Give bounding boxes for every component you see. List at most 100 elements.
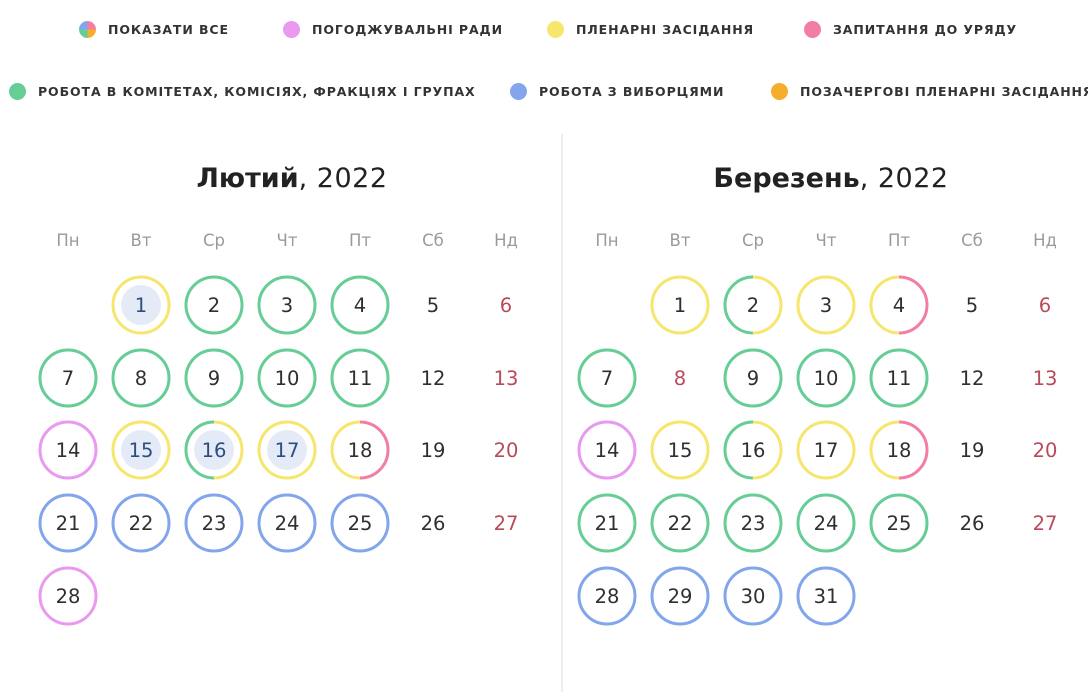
legend-council[interactable]: Погоджувальні ради	[283, 17, 503, 41]
day-number: 16	[201, 438, 227, 462]
calendar-day[interactable]: 1	[111, 275, 171, 335]
event-ring-icon	[869, 275, 929, 335]
calendar-day[interactable]: 7	[577, 348, 637, 408]
day-number: 6	[499, 293, 513, 317]
event-ring-icon	[111, 493, 171, 553]
ring-segment	[650, 493, 710, 553]
calendar-day[interactable]: 3	[796, 275, 856, 335]
calendar-day[interactable]: 16	[184, 420, 244, 480]
calendar-day[interactable]: 14	[38, 420, 98, 480]
legend-voters[interactable]: Робота з виборцями	[510, 79, 724, 103]
calendar-day[interactable]: 17	[257, 420, 317, 480]
day-number: 11	[347, 366, 373, 390]
legend-label: Погоджувальні ради	[312, 21, 503, 37]
calendar-day[interactable]: 24	[257, 493, 317, 553]
event-ring-icon	[330, 348, 390, 408]
calendar-day[interactable]: 9	[184, 348, 244, 408]
calendar-day[interactable]: 9	[723, 348, 783, 408]
calendar-day[interactable]: 22	[650, 493, 710, 553]
ring-segment	[184, 420, 244, 480]
calendar-day[interactable]: 22	[111, 493, 171, 553]
calendar-day[interactable]: 29	[650, 566, 710, 626]
legend-plenary[interactable]: Пленарні засідання	[547, 17, 754, 41]
plenary-dot-icon	[547, 20, 564, 38]
calendar-day[interactable]: 16	[723, 420, 783, 480]
ring-segment	[796, 566, 856, 626]
month-title-march: Березень, 2022	[571, 163, 1088, 194]
weekday-label: Нд	[1033, 231, 1057, 250]
calendar-day[interactable]: 1	[650, 275, 710, 335]
day-number: 24	[274, 511, 300, 535]
event-ring-icon	[38, 493, 98, 553]
event-ring-icon	[577, 420, 637, 480]
calendar-day[interactable]: 17	[796, 420, 856, 480]
selected-day-highlight	[121, 285, 161, 325]
calendar-day[interactable]: 10	[796, 348, 856, 408]
questions-dot-icon	[804, 20, 821, 38]
ring-segment	[330, 420, 390, 480]
calendar-day[interactable]: 4	[330, 275, 390, 335]
ring-segment	[796, 275, 856, 335]
day-number: 27	[493, 511, 519, 535]
voters-dot-icon	[510, 82, 527, 100]
calendar-day[interactable]: 28	[577, 566, 637, 626]
ring-segment	[577, 493, 637, 553]
calendar-day[interactable]: 3	[257, 275, 317, 335]
ring-segment	[869, 275, 929, 335]
calendar-day[interactable]: 18	[869, 420, 929, 480]
legend-questions[interactable]: Запитання до уряду	[804, 17, 1017, 41]
legend-label: Робота з виборцями	[539, 83, 725, 99]
event-ring-icon	[577, 566, 637, 626]
calendar-day[interactable]: 7	[38, 348, 98, 408]
day-number: 12	[959, 366, 985, 390]
calendar-day[interactable]: 14	[577, 420, 637, 480]
day-number: 4	[353, 293, 367, 317]
event-ring-icon	[184, 275, 244, 335]
legend-show-all[interactable]: Показати все	[79, 17, 229, 41]
event-ring-icon	[330, 275, 390, 335]
day-number: 19	[420, 438, 446, 462]
calendar-day[interactable]: 31	[796, 566, 856, 626]
legend-committees[interactable]: Робота в комітетах, комісіях, фракціях і…	[9, 79, 476, 103]
calendar-day[interactable]: 4	[869, 275, 929, 335]
day-number: 28	[594, 584, 620, 608]
calendar-day[interactable]: 2	[184, 275, 244, 335]
calendar-day[interactable]: 23	[723, 493, 783, 553]
calendar-day[interactable]: 11	[869, 348, 929, 408]
ring-segment	[330, 275, 390, 335]
calendar-day[interactable]: 8	[111, 348, 171, 408]
event-ring-icon	[111, 420, 171, 480]
calendar-day[interactable]: 21	[38, 493, 98, 553]
weekday-label: Чт	[815, 231, 837, 250]
event-ring-icon	[650, 493, 710, 553]
calendar-day: 27	[476, 493, 536, 553]
ring-segment	[723, 348, 783, 408]
calendar-day[interactable]: 24	[796, 493, 856, 553]
calendar-day[interactable]: 21	[577, 493, 637, 553]
calendar-day[interactable]: 10	[257, 348, 317, 408]
day-number: 18	[886, 438, 912, 462]
calendar-day[interactable]: 23	[184, 493, 244, 553]
day-number: 1	[673, 293, 687, 317]
calendar-day[interactable]: 2	[723, 275, 783, 335]
calendar-day[interactable]: 15	[650, 420, 710, 480]
calendar-day[interactable]: 25	[330, 493, 390, 553]
calendar-day[interactable]: 28	[38, 566, 98, 626]
weekday-label: Ср	[742, 231, 764, 250]
calendar-day[interactable]: 30	[723, 566, 783, 626]
calendar-day[interactable]: 11	[330, 348, 390, 408]
day-number: 27	[1032, 511, 1058, 535]
calendar-day[interactable]: 15	[111, 420, 171, 480]
day-number: 24	[813, 511, 839, 535]
day-number: 12	[420, 366, 446, 390]
event-ring-icon	[184, 348, 244, 408]
day-number: 3	[280, 293, 294, 317]
calendar-day: 13	[476, 348, 536, 408]
legend-extraordinary[interactable]: Позачергові пленарні засідання	[771, 79, 1088, 103]
event-ring-icon	[330, 420, 390, 480]
calendar-day[interactable]: 18	[330, 420, 390, 480]
event-ring-icon	[257, 348, 317, 408]
day-number: 18	[347, 438, 373, 462]
ring-segment	[257, 493, 317, 553]
calendar-day[interactable]: 25	[869, 493, 929, 553]
